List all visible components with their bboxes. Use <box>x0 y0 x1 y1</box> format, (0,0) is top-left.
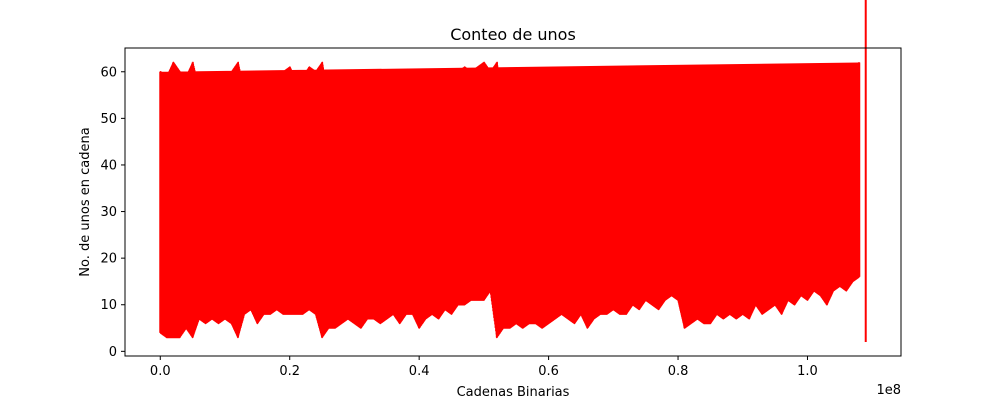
y-tick-label: 20 <box>100 252 117 267</box>
x-tick-label: 0.0 <box>150 364 171 379</box>
chart-title: Conteo de unos <box>450 25 576 44</box>
y-tick-label: 10 <box>100 298 117 313</box>
y-axis: 0 10 20 30 40 50 60 <box>100 65 125 360</box>
x-tick-label: 0.6 <box>538 364 559 379</box>
plot-layer <box>159 0 867 343</box>
y-tick-label: 60 <box>100 65 117 80</box>
x-tick-label: 0.4 <box>409 364 430 379</box>
y-tick-label: 30 <box>100 205 117 220</box>
x-tick-label: 1.0 <box>797 364 818 379</box>
x-tick-label: 0.2 <box>279 364 300 379</box>
y-tick-label: 40 <box>100 158 117 173</box>
plot-frame <box>124 47 902 357</box>
y-axis-label: No. de unos en cadena <box>78 127 93 276</box>
y-tick-label: 0 <box>109 345 117 360</box>
x-axis-offset-label: 1e8 <box>876 383 901 398</box>
x-axis: 0.0 0.2 0.4 0.6 0.8 1.0 <box>150 356 818 379</box>
x-axis-label: Cadenas Binarias <box>457 385 570 400</box>
y-tick-label: 50 <box>100 112 117 127</box>
x-tick-label: 0.8 <box>668 364 689 379</box>
series-band <box>160 62 860 110</box>
